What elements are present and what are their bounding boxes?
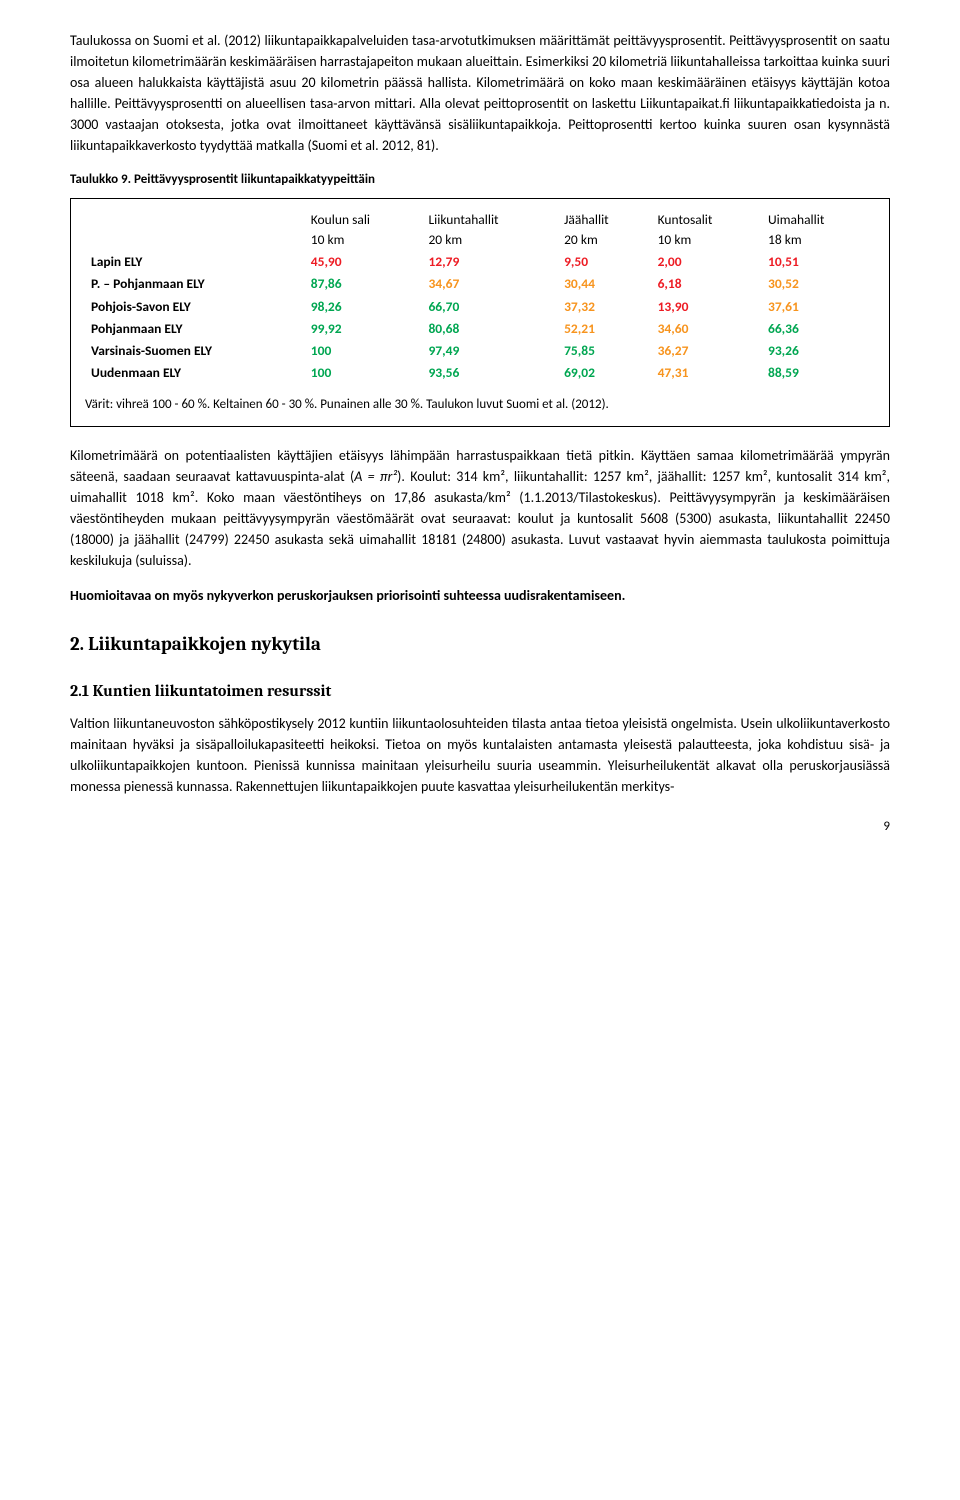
table-row-label: Pohjois-Savon ELY: [85, 296, 305, 318]
table-cell: 66,36: [762, 318, 875, 340]
table-column-header: Kuntosalit10 km: [652, 209, 762, 252]
table-legend: Värit: vihreä 100 - 60 %. Keltainen 60 -…: [85, 395, 875, 415]
table-cell: 99,92: [305, 318, 423, 340]
section-heading-2-1: 2.1 Kuntien liikuntatoimen resurssit: [70, 679, 890, 703]
coverage-table: Koulun sali10 kmLiikuntahallit20 kmJääha…: [85, 209, 875, 385]
table-cell: 45,90: [305, 251, 423, 273]
table-row: Lapin ELY45,9012,799,502,0010,51: [85, 251, 875, 273]
table-cell: 52,21: [558, 318, 652, 340]
page-number: 9: [70, 817, 890, 837]
table-cell: 80,68: [422, 318, 558, 340]
table-cell: 36,27: [652, 340, 762, 362]
table-cell: 2,00: [652, 251, 762, 273]
paragraph-4: Valtion liikuntaneuvoston sähköpostikyse…: [70, 713, 890, 797]
table-cell: 93,26: [762, 340, 875, 362]
table-row-label: P. – Pohjanmaan ELY: [85, 273, 305, 295]
table-cell: 98,26: [305, 296, 423, 318]
table-row: Uudenmaan ELY10093,5669,0247,3188,59: [85, 362, 875, 384]
formula: A = πr²: [354, 468, 397, 485]
table-row-label: Lapin ELY: [85, 251, 305, 273]
table-column-header: Koulun sali10 km: [305, 209, 423, 252]
table-cell: 100: [305, 340, 423, 362]
table-cell: 37,32: [558, 296, 652, 318]
table-row-label: Uudenmaan ELY: [85, 362, 305, 384]
table-header-row: Koulun sali10 kmLiikuntahallit20 kmJääha…: [85, 209, 875, 252]
table-column-header: Liikuntahallit20 km: [422, 209, 558, 252]
paragraph-2: Kilometrimäärä on potentiaalisten käyttä…: [70, 445, 890, 571]
paragraph-3: Huomioitavaa on myös nykyverkon peruskor…: [70, 585, 890, 606]
table-cell: 37,61: [762, 296, 875, 318]
table-cell: 66,70: [422, 296, 558, 318]
table-cell: 88,59: [762, 362, 875, 384]
table-cell: 12,79: [422, 251, 558, 273]
table-cell: 30,52: [762, 273, 875, 295]
table-cell: 100: [305, 362, 423, 384]
coverage-table-box: Koulun sali10 kmLiikuntahallit20 kmJääha…: [70, 198, 890, 428]
table-caption: Taulukko 9. Peittävyysprosentit liikunta…: [70, 170, 890, 190]
table-column-header: Jäähallit20 km: [558, 209, 652, 252]
table-column-header: Uimahallit18 km: [762, 209, 875, 252]
table-cell: 34,67: [422, 273, 558, 295]
table-cell: 93,56: [422, 362, 558, 384]
table-row: P. – Pohjanmaan ELY87,8634,6730,446,1830…: [85, 273, 875, 295]
table-body: Lapin ELY45,9012,799,502,0010,51P. – Poh…: [85, 251, 875, 385]
table-row-label: Varsinais-Suomen ELY: [85, 340, 305, 362]
paragraph-1: Taulukossa on Suomi et al. (2012) liikun…: [70, 30, 890, 156]
table-row-label: Pohjanmaan ELY: [85, 318, 305, 340]
table-head: Koulun sali10 kmLiikuntahallit20 kmJääha…: [85, 209, 875, 252]
table-cell: 75,85: [558, 340, 652, 362]
table-cell: 6,18: [652, 273, 762, 295]
table-cell: 10,51: [762, 251, 875, 273]
table-cell: 69,02: [558, 362, 652, 384]
table-cell: 34,60: [652, 318, 762, 340]
table-row: Pohjois-Savon ELY98,2666,7037,3213,9037,…: [85, 296, 875, 318]
table-row: Pohjanmaan ELY99,9280,6852,2134,6066,36: [85, 318, 875, 340]
table-cell: 97,49: [422, 340, 558, 362]
section-heading-2: 2. Liikuntapaikkojen nykytila: [70, 630, 890, 659]
table-cell: 30,44: [558, 273, 652, 295]
table-row: Varsinais-Suomen ELY10097,4975,8536,2793…: [85, 340, 875, 362]
table-cell: 9,50: [558, 251, 652, 273]
table-cell: 47,31: [652, 362, 762, 384]
table-cell: 13,90: [652, 296, 762, 318]
table-cell: 87,86: [305, 273, 423, 295]
